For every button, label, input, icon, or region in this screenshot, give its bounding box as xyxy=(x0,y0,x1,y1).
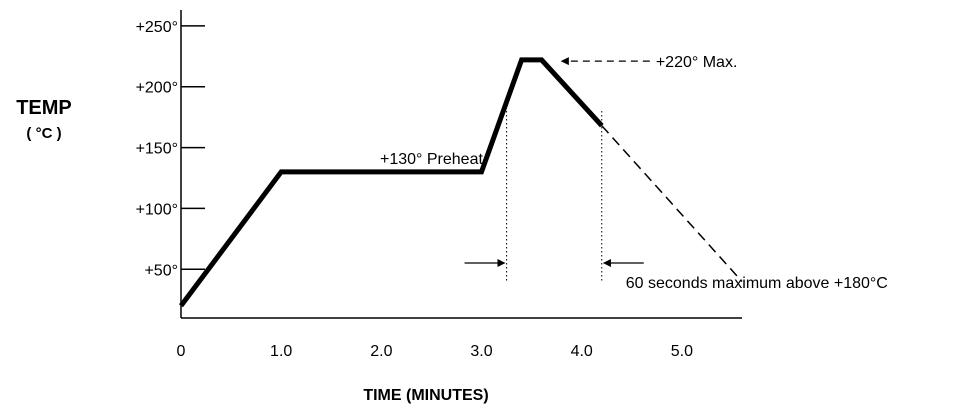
max-annotation: +220° Max. xyxy=(656,54,738,71)
x-tick-label: 3.0 xyxy=(470,343,492,360)
series-group xyxy=(178,57,743,308)
x-axis-label: TIME (MINUTES) xyxy=(363,387,488,404)
x-tick-label: 2.0 xyxy=(370,343,392,360)
preheat-annotation: +130° Preheat xyxy=(380,151,483,168)
guides-group xyxy=(464,57,650,281)
y-tick-label: +150° xyxy=(136,141,178,158)
x-ticks: 0 1.0 2.0 3.0 4.0 5.0 xyxy=(177,343,694,360)
x-tick-label: 5.0 xyxy=(671,343,693,360)
y-ticks: +50° +100° +150° +200° +250° xyxy=(136,19,205,279)
y-tick-label: +250° xyxy=(136,19,178,36)
y-axis-unit: ( °C ) xyxy=(26,125,61,142)
y-tick-label: +200° xyxy=(136,80,178,97)
x-tick-label: 0 xyxy=(177,343,186,360)
x-tick-label: 4.0 xyxy=(571,343,593,360)
cooling-extension-line xyxy=(601,125,743,283)
duration-annotation: 60 seconds maximum above +180°C xyxy=(626,275,888,292)
y-tick-label: +50° xyxy=(144,262,178,279)
y-tick-label: +100° xyxy=(136,201,178,218)
y-axis-label: TEMP xyxy=(16,97,72,119)
x-tick-label: 1.0 xyxy=(270,343,292,360)
temperature-profile-line xyxy=(178,57,604,308)
